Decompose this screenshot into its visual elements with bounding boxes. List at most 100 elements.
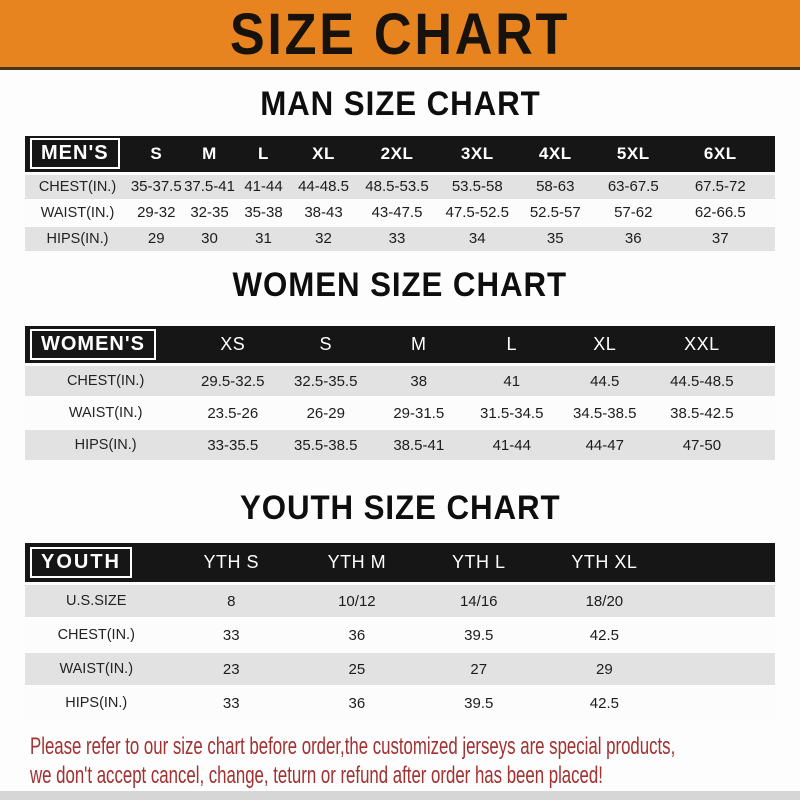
table-cell: 23.5-26 [207, 404, 259, 422]
table-cell: 32-35 [190, 204, 229, 222]
youth-col-header: YTH XL [571, 552, 638, 573]
men-size-table: MEN'S S M L XL 2XL 3XL 4XL 5XL 6XL CHEST… [25, 135, 775, 251]
women-col-header: XS [220, 334, 246, 355]
table-cell: 38.5-42.5 [670, 404, 734, 422]
table-cell: 34.5-38.5 [573, 404, 637, 422]
men-col-header: 6XL [703, 143, 737, 163]
table-cell: 41-44 [244, 178, 283, 196]
disclaimer-line-1: Please refer to our size chart before or… [30, 733, 676, 761]
bottom-edge-strip [0, 791, 800, 800]
men-table-label: MEN'S [30, 138, 120, 170]
page-title: SIZE CHART [229, 1, 571, 67]
row-label: HIPS(IN.) [65, 695, 128, 712]
youth-col-header: YTH S [203, 552, 259, 573]
table-cell: 33 [388, 230, 406, 248]
women-chest-row: CHEST(IN.) 29.5-32.5 32.5-35.5 38 41 44.… [25, 366, 775, 397]
table-cell: 33 [222, 694, 240, 712]
women-col-header: XXL [684, 334, 720, 355]
disclaimer-line-2: we don't accept cancel, change, teturn o… [30, 762, 603, 790]
men-section-heading: MAN SIZE CHART [0, 85, 800, 123]
row-label: CHEST(IN.) [57, 627, 135, 644]
men-hips-row: HIPS(IN.) 29 30 31 32 33 34 35 36 37 [25, 226, 775, 251]
women-size-table: WOMEN'S XS S M L XL XXL CHEST(IN.) 29.5-… [25, 326, 775, 461]
table-cell: 44.5 [590, 372, 620, 390]
table-cell: 25 [348, 660, 366, 678]
men-chest-row: CHEST(IN.) 35-37.5 37.5-41 41-44 44-48.5… [25, 174, 775, 199]
men-col-header: 4XL [538, 143, 572, 163]
table-cell: 44-47 [585, 436, 624, 454]
youth-ussize-row: U.S.SIZE 8 10/12 14/16 18/20 [25, 585, 775, 618]
youth-waist-row: WAIST(IN.) 23 25 27 29 [25, 653, 775, 686]
women-heading-text: WOMEN SIZE CHART [232, 265, 568, 304]
table-cell: 37 [711, 230, 729, 248]
table-cell: 26-29 [306, 404, 345, 422]
women-col-header: S [319, 334, 332, 355]
table-cell: 29.5-32.5 [201, 372, 265, 390]
table-cell: 58-63 [536, 178, 575, 196]
table-cell: 33-35.5 [207, 436, 259, 454]
table-cell: 34 [468, 230, 486, 248]
table-cell: 53.5-58 [451, 178, 503, 196]
table-cell: 29 [147, 230, 165, 248]
table-cell: 62-66.5 [694, 204, 746, 222]
row-label: HIPS(IN.) [46, 230, 109, 247]
women-hips-row: HIPS(IN.) 33-35.5 35.5-38.5 38.5-41 41-4… [25, 430, 775, 461]
men-col-header: L [258, 143, 269, 163]
women-table-label: WOMEN'S [30, 329, 156, 361]
table-cell: 36 [348, 694, 366, 712]
table-cell: 67.5-72 [694, 178, 746, 196]
youth-header-row: YOUTH YTH S YTH M YTH L YTH XL [25, 543, 775, 583]
table-cell: 18/20 [585, 592, 624, 610]
disclaimer-note: Please refer to our size chart before or… [30, 732, 800, 790]
women-waist-row: WAIST(IN.) 23.5-26 26-29 29-31.5 31.5-34… [25, 398, 775, 429]
row-label: CHEST(IN.) [66, 373, 145, 390]
row-label: WAIST(IN.) [68, 405, 143, 422]
table-cell: 47.5-52.5 [445, 204, 509, 222]
table-cell: 35 [546, 230, 564, 248]
men-label-cell: MEN'S [25, 138, 130, 170]
men-col-header: 2XL [380, 143, 414, 163]
women-col-header: M [411, 334, 427, 355]
table-cell: 38-43 [304, 204, 343, 222]
row-label: HIPS(IN.) [74, 437, 137, 454]
table-cell: 52.5-57 [529, 204, 581, 222]
table-cell: 35-37.5 [130, 178, 182, 196]
youth-hips-row: HIPS(IN.) 33 36 39.5 42.5 [25, 687, 775, 720]
row-label: CHEST(IN.) [38, 178, 117, 195]
table-cell: 14/16 [459, 592, 498, 610]
table-cell: 8 [227, 592, 236, 610]
table-cell: 42.5 [589, 626, 619, 644]
youth-col-header: YTH M [327, 552, 387, 573]
table-cell: 48.5-53.5 [365, 178, 429, 196]
table-cell: 41-44 [492, 436, 531, 454]
table-cell: 47-50 [682, 436, 722, 454]
table-cell: 57-62 [614, 204, 653, 222]
women-col-header: XL [593, 334, 617, 355]
table-cell: 36 [624, 230, 642, 248]
women-label-cell: WOMEN'S [25, 329, 186, 361]
table-cell: 38.5-41 [393, 436, 445, 454]
youth-size-table: YOUTH YTH S YTH M YTH L YTH XL U.S.SIZE … [25, 543, 775, 720]
men-col-header: M [202, 143, 217, 163]
table-cell: 39.5 [464, 626, 494, 644]
men-heading-text: MAN SIZE CHART [259, 85, 541, 123]
table-cell: 29-32 [137, 204, 176, 222]
men-waist-row: WAIST(IN.) 29-32 32-35 35-38 38-43 43-47… [25, 200, 775, 225]
table-cell: 41 [503, 372, 521, 390]
table-cell: 29 [596, 660, 613, 678]
youth-label-cell: YOUTH [25, 547, 168, 579]
row-label: WAIST(IN.) [40, 204, 115, 221]
women-header-row: WOMEN'S XS S M L XL XXL [25, 326, 775, 364]
youth-section-heading: YOUTH SIZE CHART [0, 491, 800, 527]
table-cell: 37.5-41 [184, 178, 235, 196]
table-cell: 38 [410, 372, 428, 390]
men-col-header: XL [312, 143, 335, 163]
table-cell: 32.5-35.5 [294, 372, 358, 390]
table-cell: 42.5 [589, 694, 619, 712]
table-cell: 44-48.5 [298, 178, 349, 196]
banner: SIZE CHART [0, 0, 800, 70]
table-cell: 31.5-34.5 [480, 404, 544, 422]
table-cell: 10/12 [338, 592, 376, 610]
men-col-header: 3XL [460, 143, 494, 163]
